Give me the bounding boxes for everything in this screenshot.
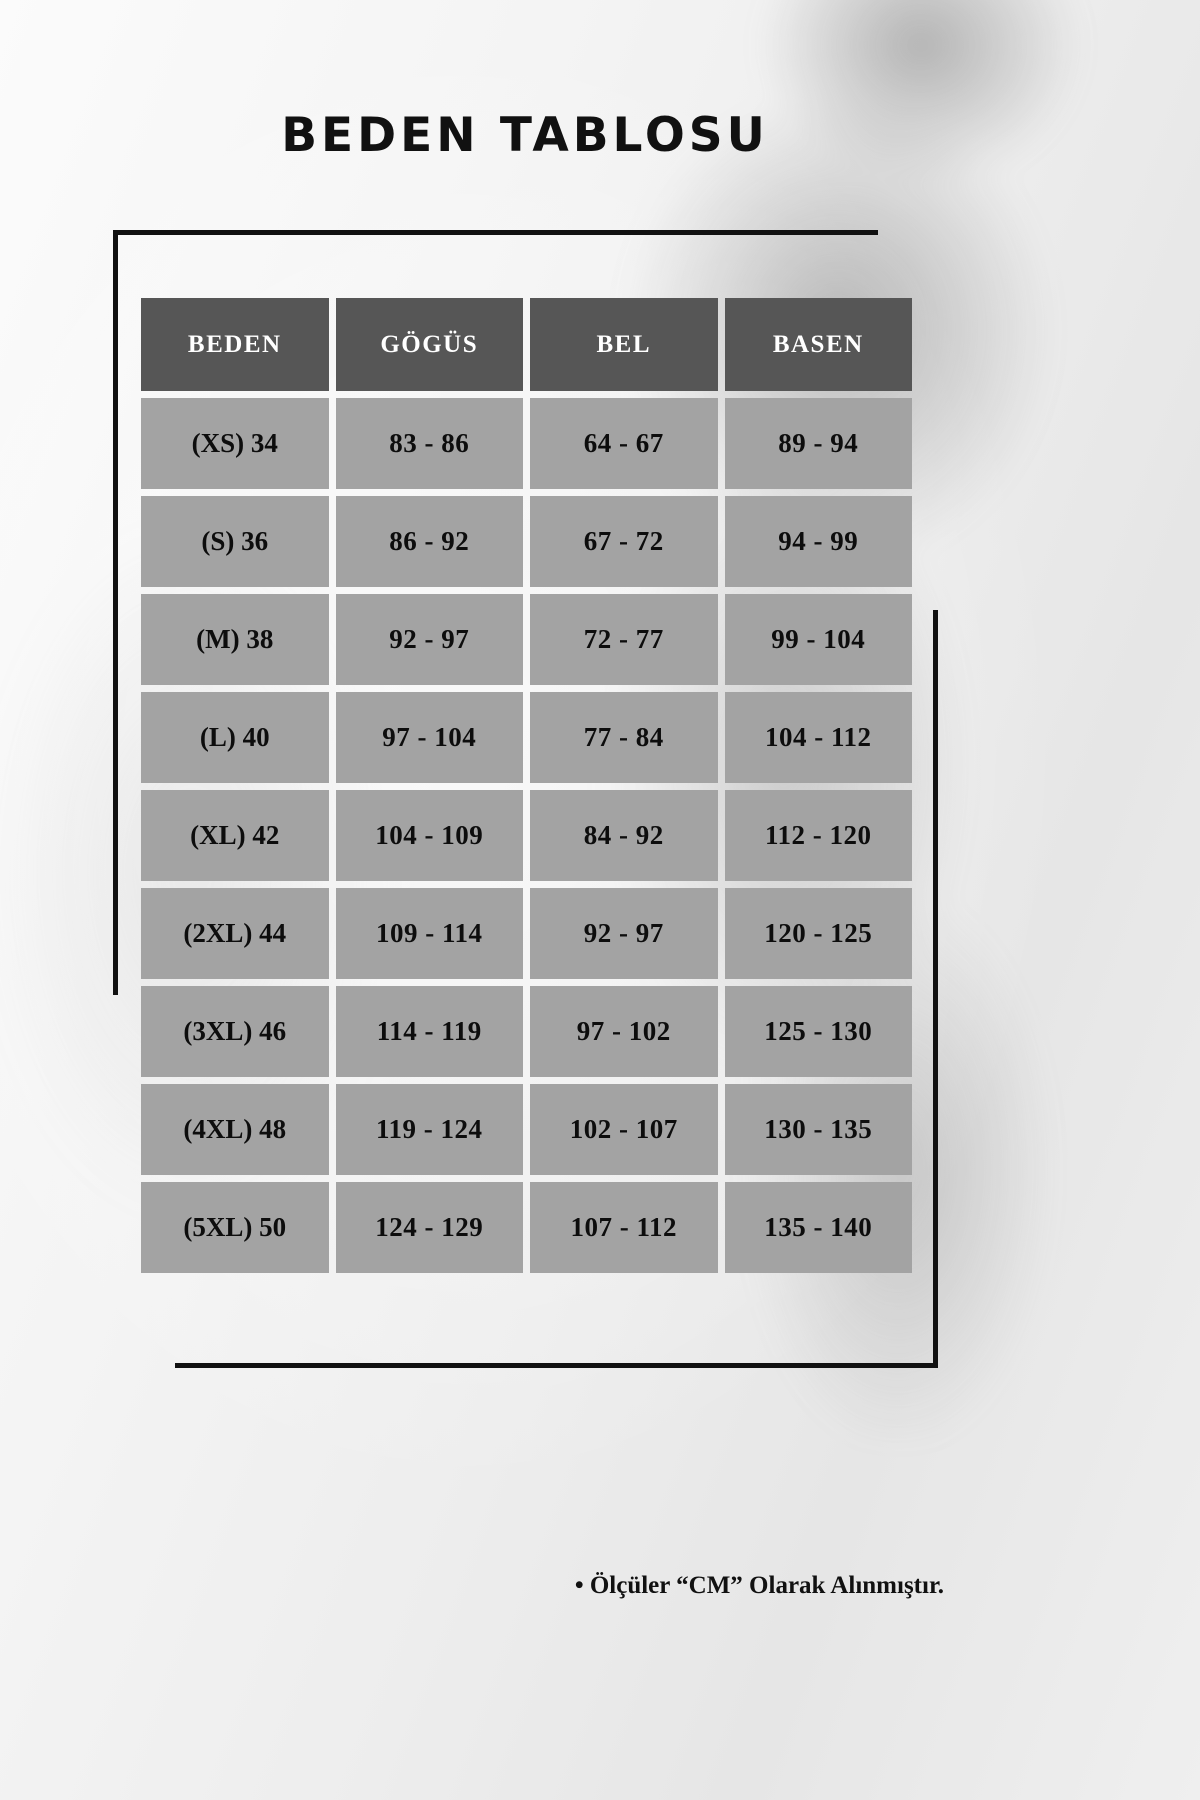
cell-basen: 125 - 130 <box>724 986 912 1077</box>
cell-gogus: 114 - 119 <box>335 986 523 1077</box>
cell-gogus: 83 - 86 <box>335 398 523 489</box>
cell-beden: (3XL) 46 <box>141 986 329 1077</box>
decorative-bracket-bottom-right <box>175 610 938 1368</box>
cell-basen: 130 - 135 <box>724 1084 912 1175</box>
cell-beden: (5XL) 50 <box>141 1182 329 1273</box>
cell-bel: 97 - 102 <box>530 986 718 1077</box>
decorative-bracket-top-left <box>113 230 878 995</box>
cell-gogus: 104 - 109 <box>335 790 523 881</box>
table-row: (3XL) 46 114 - 119 97 - 102 125 - 130 <box>141 986 912 1077</box>
column-header-gogus: GÖGÜS <box>335 298 523 391</box>
cell-beden: (L) 40 <box>141 692 329 783</box>
cell-gogus: 92 - 97 <box>335 594 523 685</box>
cell-beden: (S) 36 <box>141 496 329 587</box>
column-header-basen: BASEN <box>724 298 912 391</box>
table-row: (M) 38 92 - 97 72 - 77 99 - 104 <box>141 594 912 685</box>
table-row: (XS) 34 83 - 86 64 - 67 89 - 94 <box>141 398 912 489</box>
column-header-beden: BEDEN <box>141 298 329 391</box>
cell-basen: 112 - 120 <box>724 790 912 881</box>
cell-basen: 135 - 140 <box>724 1182 912 1273</box>
table-row: (4XL) 48 119 - 124 102 - 107 130 - 135 <box>141 1084 912 1175</box>
cell-bel: 72 - 77 <box>530 594 718 685</box>
cell-beden: (4XL) 48 <box>141 1084 329 1175</box>
cell-bel: 67 - 72 <box>530 496 718 587</box>
cell-bel: 64 - 67 <box>530 398 718 489</box>
cell-bel: 107 - 112 <box>530 1182 718 1273</box>
cell-gogus: 124 - 129 <box>335 1182 523 1273</box>
cell-bel: 77 - 84 <box>530 692 718 783</box>
measurement-unit-note: • Ölçüler “CM” Olarak Alınmıştır. <box>574 1572 944 1599</box>
cell-bel: 92 - 97 <box>530 888 718 979</box>
cell-gogus: 119 - 124 <box>335 1084 523 1175</box>
table-header-row: BEDEN GÖGÜS BEL BASEN <box>141 298 912 391</box>
table-row: (S) 36 86 - 92 67 - 72 94 - 99 <box>141 496 912 587</box>
cell-basen: 94 - 99 <box>724 496 912 587</box>
cell-gogus: 86 - 92 <box>335 496 523 587</box>
table-row: (2XL) 44 109 - 114 92 - 97 120 - 125 <box>141 888 912 979</box>
cell-bel: 102 - 107 <box>530 1084 718 1175</box>
cell-beden: (XL) 42 <box>141 790 329 881</box>
table-row: (5XL) 50 124 - 129 107 - 112 135 - 140 <box>141 1182 912 1273</box>
cell-bel: 84 - 92 <box>530 790 718 881</box>
table-row: (L) 40 97 - 104 77 - 84 104 - 112 <box>141 692 912 783</box>
cell-beden: (M) 38 <box>141 594 329 685</box>
cell-gogus: 109 - 114 <box>335 888 523 979</box>
cell-basen: 120 - 125 <box>724 888 912 979</box>
cell-basen: 89 - 94 <box>724 398 912 489</box>
column-header-bel: BEL <box>530 298 718 391</box>
table-row: (XL) 42 104 - 109 84 - 92 112 - 120 <box>141 790 912 881</box>
cell-basen: 99 - 104 <box>724 594 912 685</box>
cell-beden: (XS) 34 <box>141 398 329 489</box>
cell-beden: (2XL) 44 <box>141 888 329 979</box>
size-table: BEDEN GÖGÜS BEL BASEN (XS) 34 83 - 86 64… <box>141 298 912 1273</box>
cell-basen: 104 - 112 <box>724 692 912 783</box>
page-title: BEDEN TABLOSU <box>281 108 769 163</box>
cell-gogus: 97 - 104 <box>335 692 523 783</box>
